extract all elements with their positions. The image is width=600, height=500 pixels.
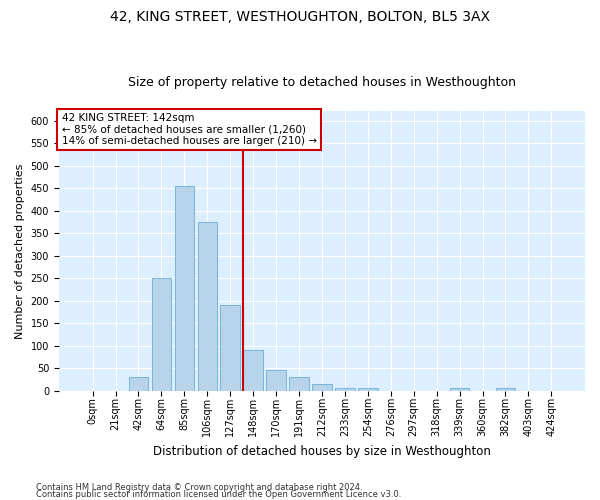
Bar (358, 388, 377, 390)
Text: 42, KING STREET, WESTHOUGHTON, BOLTON, BL5 3AX: 42, KING STREET, WESTHOUGHTON, BOLTON, B… (110, 10, 490, 24)
Text: 42 KING STREET: 142sqm
← 85% of detached houses are smaller (1,260)
14% of semi-: 42 KING STREET: 142sqm ← 85% of detached… (62, 113, 317, 146)
Bar (450, 388, 469, 390)
Bar (244, 350, 263, 391)
Bar (152, 278, 171, 390)
Bar (335, 388, 355, 390)
Bar (266, 370, 286, 390)
Text: Contains public sector information licensed under the Open Government Licence v3: Contains public sector information licen… (36, 490, 401, 499)
Text: Contains HM Land Registry data © Crown copyright and database right 2024.: Contains HM Land Registry data © Crown c… (36, 484, 362, 492)
X-axis label: Distribution of detached houses by size in Westhoughton: Distribution of detached houses by size … (153, 444, 491, 458)
Bar (128, 377, 148, 390)
Bar (496, 388, 515, 390)
Bar (312, 384, 332, 390)
Bar (289, 377, 309, 390)
Bar (175, 186, 194, 390)
Y-axis label: Number of detached properties: Number of detached properties (15, 164, 25, 338)
Title: Size of property relative to detached houses in Westhoughton: Size of property relative to detached ho… (128, 76, 516, 90)
Bar (220, 305, 240, 390)
Bar (197, 222, 217, 390)
